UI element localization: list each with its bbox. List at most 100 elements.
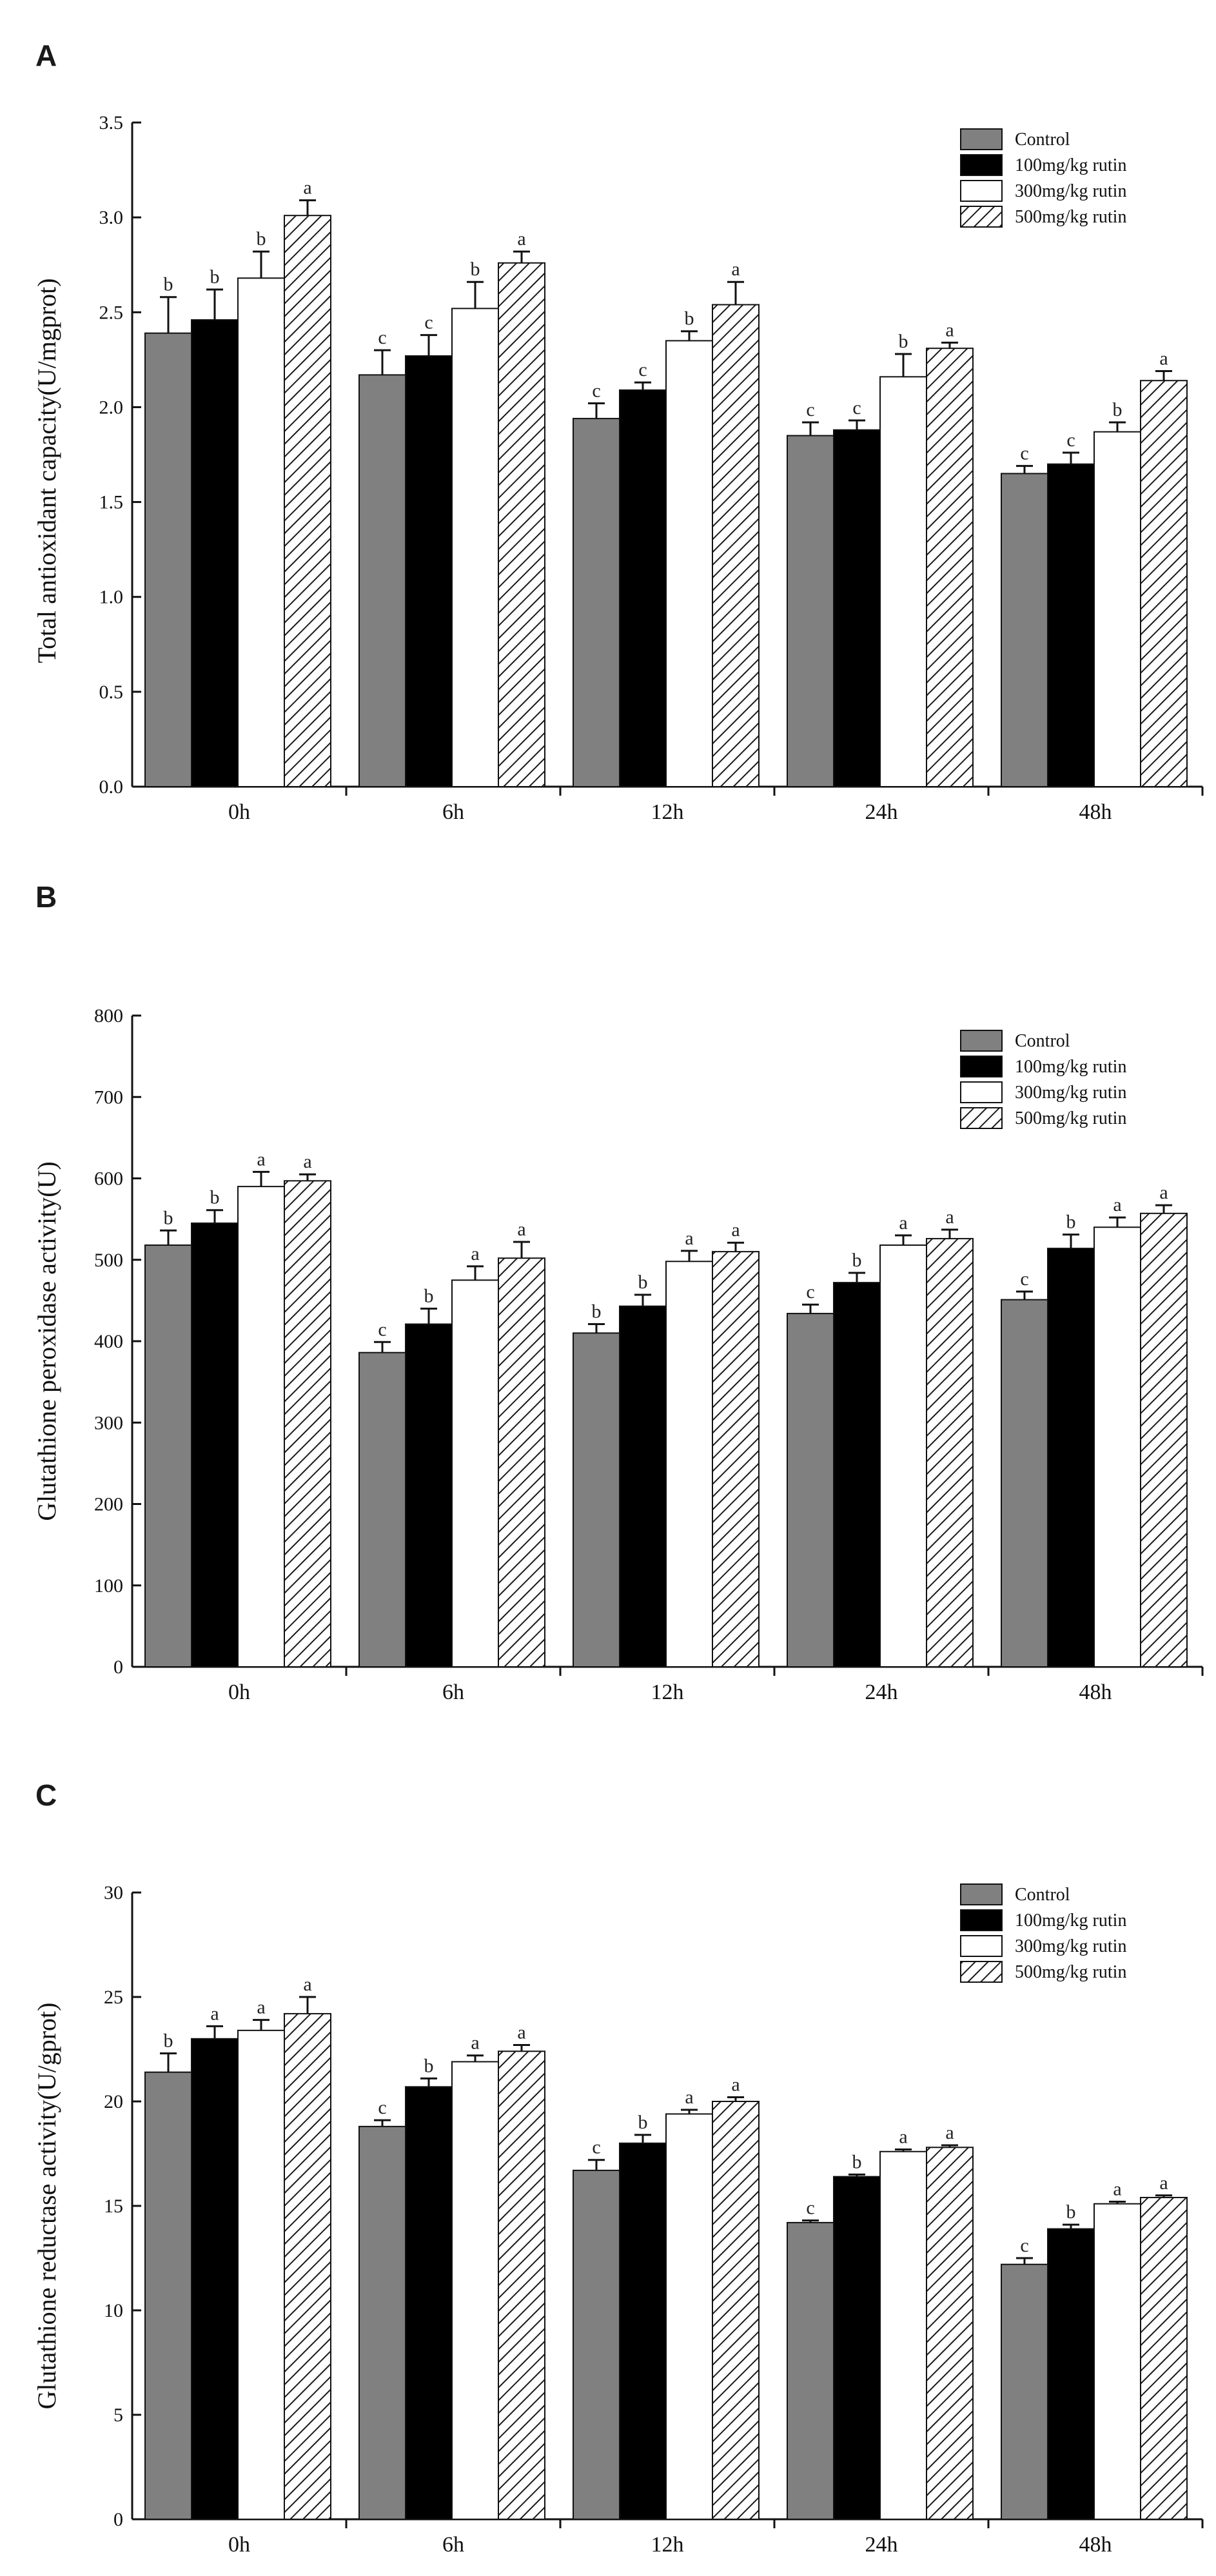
y-axis-title: Glutathione reductase activity(U/gprot) [32, 2003, 61, 2410]
legend-label: 300mg/kg rutin [1015, 1936, 1126, 1956]
significance-letter: b [638, 1272, 648, 1293]
legend-swatch [960, 128, 1003, 150]
significance-letter: c [806, 399, 814, 420]
y-tick-label: 30 [104, 1882, 123, 1903]
plot-area: 0 5 10 15 20 25 30 0h b a a a 6h c b a a 12h c b a a 24h c b a a 48… [104, 1882, 1204, 2557]
significance-letter: a [945, 1206, 954, 1228]
bar [879, 2150, 927, 2520]
bar [1001, 473, 1048, 788]
y-tick-label: 25 [104, 1987, 123, 2008]
x-tick-label: 12h [651, 800, 684, 824]
significance-letter: b [164, 1207, 173, 1228]
bar [284, 2012, 331, 2520]
bar [573, 1332, 620, 1667]
legend-label: Control [1015, 1031, 1070, 1051]
bar [926, 1237, 974, 1668]
bar [237, 2029, 285, 2521]
x-tick-label: 6h [442, 800, 464, 824]
x-tick-label: 48h [1079, 1680, 1112, 1704]
bar [833, 2176, 881, 2520]
significance-letter: b [164, 2030, 173, 2051]
legend-swatch [960, 1961, 1003, 1983]
bar [144, 332, 192, 787]
x-tick-label: 0h [228, 2533, 250, 2557]
y-tick-label: 3.0 [99, 207, 124, 228]
plot-area: 0.0 0.5 1.0 1.5 2.0 2.5 3.0 3.5 0h b b b a 6h c c b a 12h c… [99, 112, 1204, 824]
significance-letter: b [592, 1301, 602, 1322]
legend: Control 100mg/kg rutin 300mg/kg rutin 500mg… [960, 1883, 1126, 1983]
bar [451, 2061, 499, 2520]
bar [498, 1257, 545, 1667]
bar [237, 277, 285, 788]
bar [833, 1282, 881, 1667]
significance-letter: b [1113, 399, 1123, 420]
significance-letter: a [1159, 2172, 1168, 2194]
bar [926, 2147, 974, 2520]
y-tick-label: 0 [113, 2509, 123, 2530]
bar [619, 2142, 667, 2521]
y-tick-label: 15 [104, 2196, 123, 2217]
legend-swatch [960, 1056, 1003, 1077]
significance-letter: b [424, 1286, 434, 1307]
bar [787, 2221, 834, 2520]
panel-a-chart: A Total antioxidant capacity(U/mgprot) 0… [32, 39, 1204, 824]
legend-swatch [960, 1935, 1003, 1957]
bar [833, 429, 881, 787]
bar [1140, 1212, 1188, 1667]
y-tick-label: 0 [113, 1657, 123, 1678]
significance-letter: a [731, 2074, 740, 2096]
bar [1140, 380, 1188, 787]
significance-letter: a [731, 259, 740, 280]
x-tick-label: 48h [1079, 800, 1112, 824]
significance-letter: a [899, 1212, 907, 1234]
significance-letter: a [1159, 348, 1168, 369]
bar [665, 340, 713, 787]
legend: Control 100mg/kg rutin 300mg/kg rutin 500mg… [960, 128, 1126, 228]
y-tick-label: 2.0 [99, 397, 124, 418]
bar [284, 1180, 331, 1667]
bar [144, 2071, 192, 2520]
bar [573, 418, 620, 787]
legend-label: 300mg/kg rutin [1015, 1083, 1126, 1103]
bar [144, 1244, 192, 1667]
significance-letter: c [852, 397, 861, 418]
significance-letter: c [1020, 2235, 1028, 2256]
bar [665, 2113, 713, 2520]
bar [619, 389, 667, 787]
bar [498, 262, 545, 787]
significance-letter: c [806, 2197, 814, 2219]
bar [1047, 463, 1095, 787]
legend-swatch [960, 154, 1003, 176]
y-tick-label: 600 [94, 1168, 123, 1190]
y-tick-label: 10 [104, 2300, 123, 2321]
significance-letter: a [257, 1148, 265, 1170]
y-tick-label: 300 [94, 1412, 123, 1433]
legend-label: Control [1015, 1885, 1070, 1905]
legend-swatch [960, 206, 1003, 228]
bar [712, 304, 760, 787]
y-tick-label: 0.5 [99, 682, 124, 703]
bar [712, 1251, 760, 1667]
bar [237, 1186, 285, 1667]
legend-label: 500mg/kg rutin [1015, 1962, 1126, 1982]
bar [1047, 1248, 1095, 1667]
bar [1001, 2263, 1048, 2520]
x-tick-label: 6h [442, 2533, 464, 2557]
y-axis-title: Total antioxidant capacity(U/mgprot) [32, 278, 61, 663]
significance-letter: b [210, 1187, 220, 1208]
significance-letter: a [303, 177, 311, 199]
y-tick-label: 500 [94, 1250, 123, 1271]
plot-area: 0 100 200 300 400 500 600 700 800 0h b b a a 6h c b a a 12h… [94, 1005, 1204, 1704]
significance-letter: b [638, 2112, 648, 2133]
legend-swatch [960, 1107, 1003, 1129]
significance-letter: c [424, 312, 433, 333]
legend-label: 300mg/kg rutin [1015, 181, 1126, 201]
legend-label: Control [1015, 130, 1070, 150]
bar [926, 348, 974, 787]
legend-swatch [960, 180, 1003, 202]
y-tick-label: 800 [94, 1005, 123, 1027]
legend-label: 500mg/kg rutin [1015, 207, 1126, 227]
x-tick-label: 6h [442, 1680, 464, 1704]
significance-letter: a [1159, 1182, 1168, 1203]
